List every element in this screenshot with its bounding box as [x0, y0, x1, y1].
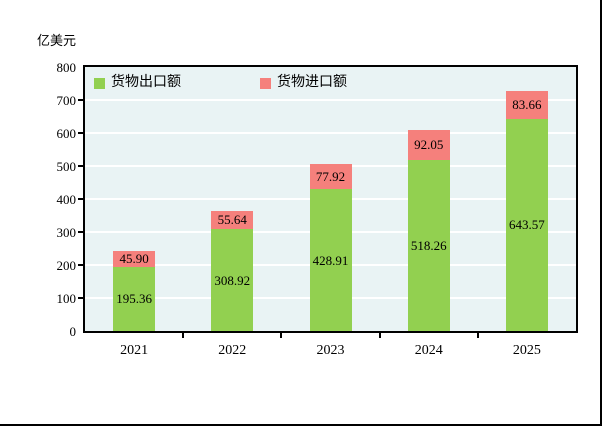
legend-item-export: 货物出口额 [94, 76, 181, 90]
gridline [85, 264, 576, 266]
gridline [85, 99, 576, 101]
x-category-label: 2025 [512, 343, 541, 358]
bar-value-label: 308.92 [214, 272, 251, 288]
gridline [85, 198, 576, 200]
y-tick-label: 500 [56, 158, 77, 174]
gridline [85, 165, 576, 167]
x-category-label: 2024 [414, 343, 443, 358]
y-tick-label: 0 [69, 323, 77, 339]
gridline [85, 297, 576, 299]
y-tick-mark [78, 132, 83, 134]
y-tick-label: 600 [56, 125, 77, 141]
bar-segment-export: 643.57 [505, 118, 548, 331]
legend-item-import: 货物进口额 [260, 76, 347, 90]
bar-value-label: 92.05 [414, 137, 444, 153]
bar-value-label: 195.36 [116, 291, 152, 307]
y-tick-label: 200 [56, 257, 77, 273]
bar-segment-export: 195.36 [113, 266, 156, 331]
x-tick-mark [476, 333, 479, 338]
bar-value-label: 77.92 [315, 169, 346, 185]
bar-segment-import: 92.05 [407, 129, 450, 160]
x-tick-mark [378, 333, 381, 338]
bar-segment-export: 518.26 [407, 159, 450, 331]
legend-label-export: 货物出口额 [111, 75, 181, 90]
y-tick-mark [78, 99, 83, 101]
bar-value-label: 643.57 [509, 217, 545, 233]
y-tick-label: 300 [56, 224, 77, 240]
plot-area: 货物出口额 货物进口额 195.36 45.90 308.92 55.64 428.91… [83, 65, 578, 333]
bar-segment-import: 55.64 [211, 210, 254, 230]
gridline [85, 231, 576, 233]
bar-value-label: 55.64 [217, 212, 247, 228]
bar-segment-import: 77.92 [309, 163, 352, 190]
bar-segment-export: 428.91 [309, 189, 352, 331]
y-tick-label: 400 [56, 191, 77, 207]
y-axis-unit-label: 亿美元 [37, 33, 77, 48]
legend-label-import: 货物进口额 [277, 75, 347, 90]
y-tick-mark [78, 297, 83, 299]
x-category-label: 2021 [120, 343, 149, 358]
x-tick-mark [280, 333, 283, 338]
x-category-label: 2022 [218, 343, 247, 358]
y-tick-label: 100 [56, 290, 77, 306]
x-tick-mark [182, 333, 185, 338]
y-tick-mark [78, 231, 83, 233]
y-tick-mark [78, 165, 83, 167]
y-tick-mark [78, 198, 83, 200]
y-tick-mark [78, 264, 83, 266]
bar-segment-export: 308.92 [211, 229, 254, 331]
y-tick-label: 800 [56, 59, 77, 75]
x-category-label: 2023 [316, 343, 345, 358]
gridline [85, 132, 576, 134]
legend: 货物出口额 货物进口额 [94, 76, 347, 90]
bar-segment-import: 83.66 [505, 91, 548, 119]
legend-swatch-import [260, 77, 271, 89]
y-tick-label: 700 [56, 92, 77, 108]
bar-value-label: 518.26 [410, 237, 447, 253]
legend-swatch-export [94, 77, 105, 89]
